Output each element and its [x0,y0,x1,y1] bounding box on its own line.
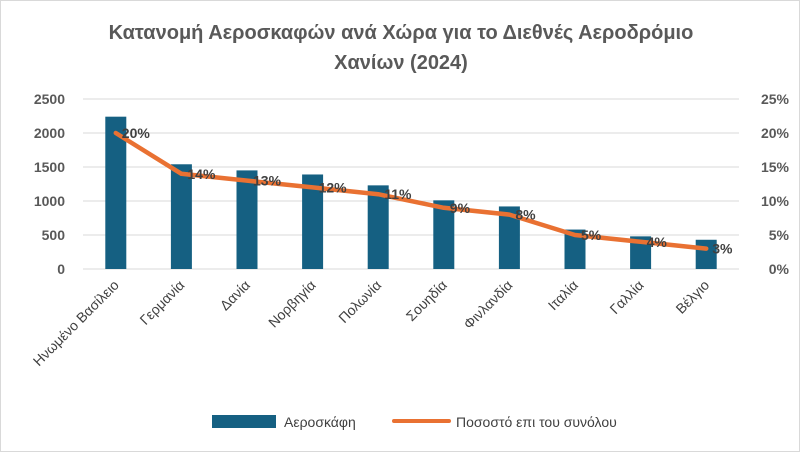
data-label: 3% [712,241,733,257]
data-labels: 20% 14% 13% 12% 11% 9% 8% 5% 4% 3% [122,125,733,257]
legend-label-percentage: Ποσοστό επι του συνόλου [456,414,617,430]
line-series [113,130,709,251]
right-axis-tick-label: 20% [761,125,790,141]
category-label: Γαλλία [606,277,646,317]
category-label: Φινλανδία [460,277,515,332]
chart-title-line-1: Κατανομή Αεροσκαφών ανά Χώρα για το Διεθ… [109,22,694,44]
left-axis-tick-labels: 0 500 1000 1500 2000 2500 [34,91,65,277]
bar [302,174,324,269]
category-label: Ιταλία [545,277,581,313]
bar [105,116,127,270]
left-axis-tick-label: 2000 [34,125,65,141]
data-label: 9% [450,200,471,216]
bar [433,200,455,269]
right-axis-tick-label: 5% [769,227,790,243]
legend: Αεροσκάφη Ποσοστό επι του συνόλου [212,414,617,430]
data-label: 12% [319,179,348,195]
left-axis-tick-label: 1500 [34,159,65,175]
left-axis-tick-label: 0 [57,261,65,277]
category-label: Σουηδία [403,277,450,324]
right-axis-tick-label: 15% [761,159,790,175]
category-label: Δανία [217,277,254,314]
data-label: 13% [253,173,282,189]
left-axis-tick-label: 1000 [34,193,65,209]
right-axis-tick-label: 25% [761,91,790,107]
data-label: 8% [515,207,536,223]
category-label: Ηνωμένο Βασίλειο [30,277,122,369]
category-label: Νορβηγία [265,277,319,331]
bar [170,164,192,269]
right-axis-tick-label: 0% [769,261,790,277]
data-label: 14% [187,166,216,182]
bar [564,229,586,269]
legend-swatch-aircraft [212,415,276,428]
bar-series [105,116,717,270]
bar [367,185,389,269]
category-label: Γερμανία [136,277,187,328]
data-label: 11% [384,186,412,202]
right-axis-tick-label: 10% [761,193,790,209]
category-axis-labels: Ηνωμένο Βασίλειο Γερμανία Δανία Νορβηγία Πολ… [30,277,713,369]
bar [498,206,520,269]
left-axis-tick-label: 2500 [34,91,65,107]
bar [236,170,258,269]
category-label: Πολωνία [335,277,384,326]
left-axis-tick-label: 500 [42,227,66,243]
chart-title: Κατανομή Αεροσκαφών ανά Χώρα για το Διεθ… [109,22,694,74]
data-label: 5% [581,227,602,243]
legend-label-aircraft: Αεροσκάφη [284,414,356,430]
right-axis-tick-labels: 0% 5% 10% 15% 20% 25% [761,91,790,277]
chart-title-line-2: Χανίων (2024) [334,52,468,74]
data-label: 4% [647,234,668,250]
line-series-path [113,130,709,251]
category-label: Βέλγιο [672,277,712,317]
data-label: 20% [122,125,151,141]
